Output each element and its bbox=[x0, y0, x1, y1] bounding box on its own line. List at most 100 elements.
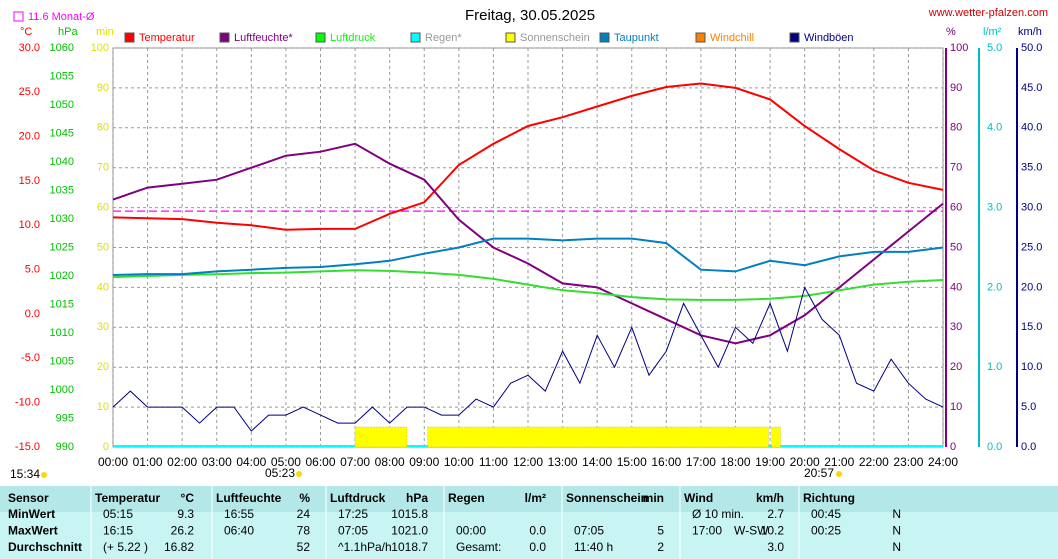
y-tick-label: 20 bbox=[950, 361, 962, 373]
cell-time: ^1.1hPa/h bbox=[338, 540, 392, 554]
x-tick-label: 21:00 bbox=[824, 455, 854, 469]
cell-time: 17:25 bbox=[338, 507, 368, 521]
cell-time: 00:45 bbox=[811, 507, 841, 521]
cell-time: 06:40 bbox=[224, 524, 254, 538]
legend-swatch bbox=[410, 32, 421, 43]
cell-value: 78 bbox=[297, 524, 311, 538]
x-tick-label: 05:00 bbox=[271, 455, 301, 469]
table-header-unit: l/m² bbox=[525, 491, 546, 505]
cell-value: 1015.8 bbox=[391, 507, 428, 521]
monthly-avg-label: 11.6 Monat-Ø bbox=[28, 11, 95, 23]
x-tick-label: 17:00 bbox=[686, 455, 716, 469]
y-tick-label: 1015 bbox=[50, 298, 74, 310]
cell-value: N bbox=[892, 507, 901, 521]
legend-swatch bbox=[315, 32, 326, 43]
chart-title: Freitag, 30.05.2025 bbox=[465, 7, 595, 24]
y-tick-label: 60 bbox=[97, 202, 109, 214]
x-tick-label: 15:00 bbox=[617, 455, 647, 469]
cell-value: 0.0 bbox=[529, 524, 546, 538]
y-tick-label: 4.0 bbox=[987, 122, 1002, 134]
x-tick-label: 16:00 bbox=[651, 455, 681, 469]
row-label: MaxWert bbox=[8, 524, 58, 538]
table-header: Luftfeuchte bbox=[216, 491, 282, 505]
y-tick-label: 10 bbox=[950, 401, 962, 413]
y-tick-label: 1.0 bbox=[987, 361, 1002, 373]
x-tick-label: 02:00 bbox=[167, 455, 197, 469]
legend-swatch bbox=[124, 32, 135, 43]
legend-label: Windböen bbox=[804, 32, 854, 44]
y-tick-label: 30.0 bbox=[19, 42, 40, 54]
cell-value: 24 bbox=[297, 507, 311, 521]
cell-time: 07:05 bbox=[574, 524, 604, 538]
cell-time: Gesamt: bbox=[456, 540, 501, 554]
cell-value: 1018.7 bbox=[391, 540, 428, 554]
x-tick-label: 24:00 bbox=[928, 455, 958, 469]
legend-label: Temperatur bbox=[139, 32, 195, 44]
cell-time: 16:55 bbox=[224, 507, 254, 521]
y-tick-label: 1025 bbox=[50, 241, 74, 253]
table-header: Temperatur bbox=[95, 491, 160, 505]
y-tick-label: 40.0 bbox=[1021, 122, 1042, 134]
y-tick-label: 0 bbox=[950, 441, 956, 453]
y-tick-label: 25.0 bbox=[1021, 241, 1042, 253]
y-tick-label: 45.0 bbox=[1021, 82, 1042, 94]
legend-label: Windchill bbox=[710, 32, 754, 44]
table-header-unit: % bbox=[299, 491, 310, 505]
y-tick-label: 90 bbox=[950, 82, 962, 94]
cell-value: 3.0 bbox=[767, 540, 784, 554]
table-header bbox=[0, 486, 1058, 512]
cell-value: 10.2 bbox=[761, 524, 785, 538]
legend-swatch bbox=[789, 32, 800, 43]
cell-value: 26.2 bbox=[171, 524, 195, 538]
axis-unit: min bbox=[96, 26, 114, 38]
y-tick-label: 50 bbox=[950, 241, 962, 253]
table-header-unit: °C bbox=[181, 491, 195, 505]
y-tick-label: 1060 bbox=[50, 42, 74, 54]
x-tick-label: 04:00 bbox=[236, 455, 266, 469]
cell-time: 00:00 bbox=[456, 524, 486, 538]
sun-icon bbox=[41, 472, 47, 478]
y-tick-label: 0.0 bbox=[987, 441, 1002, 453]
y-tick-label: 10.0 bbox=[1021, 361, 1042, 373]
y-tick-label: 1020 bbox=[50, 270, 74, 282]
x-tick-label: 19:00 bbox=[755, 455, 785, 469]
y-tick-label: 60 bbox=[950, 202, 962, 214]
y-tick-label: 90 bbox=[97, 82, 109, 94]
y-tick-label: 1000 bbox=[50, 384, 74, 396]
series-line bbox=[112, 269, 944, 301]
y-tick-label: 30.0 bbox=[1021, 202, 1042, 214]
y-tick-label: -10.0 bbox=[15, 397, 40, 409]
series-line bbox=[112, 82, 944, 231]
y-tick-label: 50 bbox=[97, 241, 109, 253]
cell-time: (+ 5.22 ) bbox=[103, 540, 148, 554]
y-tick-label: 15.0 bbox=[1021, 321, 1042, 333]
legend-label: Luftfeuchte* bbox=[234, 32, 293, 44]
legend-label: Luftdruck bbox=[330, 32, 376, 44]
cell-time: 16:15 bbox=[103, 524, 133, 538]
sun-icon bbox=[836, 471, 842, 477]
cell-time: 05:15 bbox=[103, 507, 133, 521]
y-tick-label: 80 bbox=[97, 122, 109, 134]
y-tick-label: 40 bbox=[950, 281, 962, 293]
row-label: Durchschnitt bbox=[8, 540, 82, 554]
y-tick-label: 70 bbox=[97, 162, 109, 174]
table-header: Wind bbox=[684, 491, 713, 505]
x-tick-label: 09:00 bbox=[409, 455, 439, 469]
y-tick-label: 100 bbox=[950, 42, 968, 54]
cell-value: 52 bbox=[297, 540, 311, 554]
cell-time: 07:05 bbox=[338, 524, 368, 538]
series-line bbox=[112, 286, 944, 432]
axis-unit: % bbox=[946, 26, 956, 38]
axis-unit: l/m² bbox=[983, 26, 1002, 38]
x-tick-label: 20:00 bbox=[790, 455, 820, 469]
x-tick-label: 01:00 bbox=[133, 455, 163, 469]
cell-time: 11:40 h bbox=[574, 540, 613, 554]
sun-icon bbox=[296, 471, 302, 477]
y-tick-label: 50.0 bbox=[1021, 42, 1042, 54]
table-header: Sonnenschein bbox=[566, 491, 648, 505]
y-tick-label: 20.0 bbox=[1021, 281, 1042, 293]
y-tick-label: 20.0 bbox=[19, 131, 40, 143]
y-tick-label: 1010 bbox=[50, 327, 74, 339]
avg-icon bbox=[13, 11, 24, 22]
cell-time: Ø 10 min. bbox=[692, 507, 744, 521]
